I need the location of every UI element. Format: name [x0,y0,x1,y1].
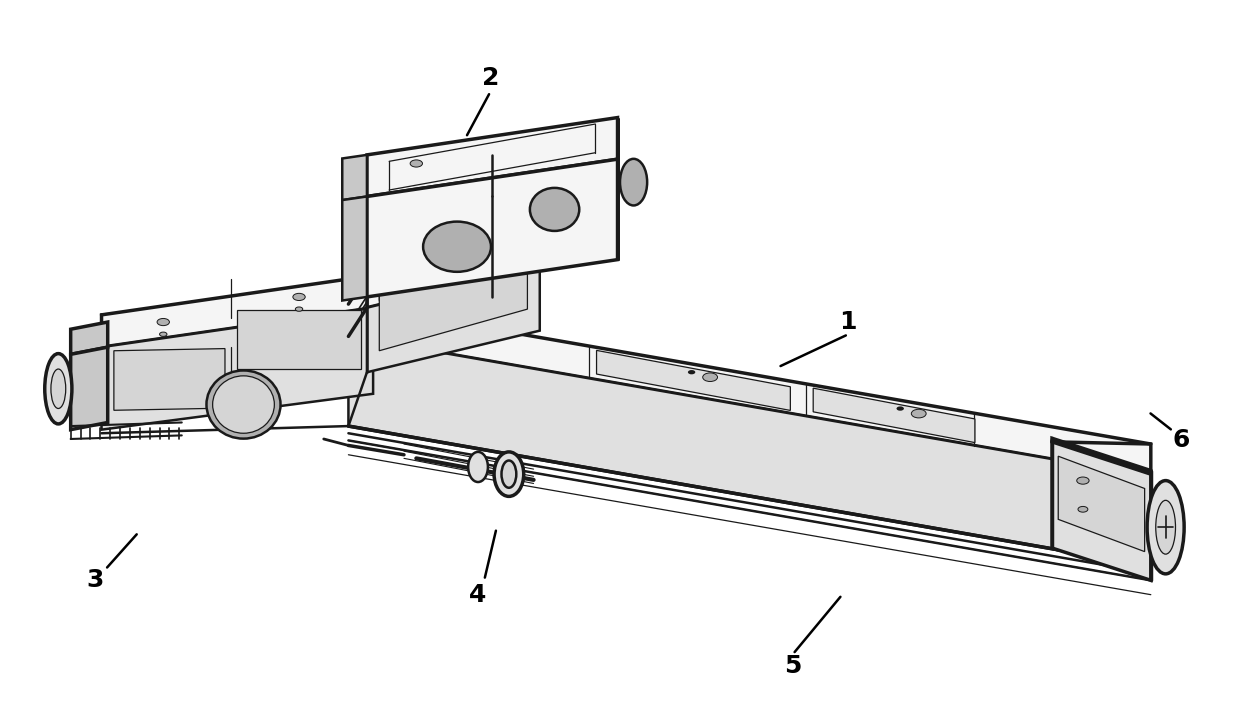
Text: 3: 3 [87,568,104,592]
Polygon shape [348,336,1151,566]
Polygon shape [102,275,373,347]
Polygon shape [367,234,539,308]
Ellipse shape [423,221,491,272]
Circle shape [157,318,170,325]
Text: 5: 5 [784,654,801,678]
Polygon shape [1052,442,1151,581]
Text: 1: 1 [839,310,857,334]
Polygon shape [342,197,367,301]
Ellipse shape [1156,500,1176,554]
Circle shape [1078,506,1087,512]
Text: 2: 2 [481,66,498,90]
Circle shape [160,332,167,336]
Circle shape [295,307,303,312]
Polygon shape [596,351,790,411]
Circle shape [410,160,423,167]
Text: 4: 4 [470,583,487,607]
Text: 6: 6 [1173,429,1190,453]
Polygon shape [102,308,373,429]
Circle shape [911,409,926,418]
Polygon shape [813,388,975,442]
Ellipse shape [1147,481,1184,574]
Ellipse shape [494,452,523,497]
Ellipse shape [501,461,516,488]
Polygon shape [379,244,527,351]
Ellipse shape [207,370,280,439]
Polygon shape [71,347,108,429]
Polygon shape [348,304,1151,476]
Polygon shape [1058,456,1145,552]
Circle shape [897,406,904,411]
Ellipse shape [212,376,274,433]
Ellipse shape [51,369,66,408]
Polygon shape [379,241,527,301]
Circle shape [703,373,718,382]
Polygon shape [367,159,618,297]
Ellipse shape [529,188,579,231]
Ellipse shape [469,452,487,482]
Polygon shape [237,310,361,369]
Polygon shape [367,118,618,197]
Polygon shape [114,348,224,410]
Polygon shape [1052,438,1151,474]
Polygon shape [367,266,539,372]
Circle shape [293,294,305,301]
Circle shape [688,370,696,375]
Polygon shape [342,155,367,200]
Polygon shape [71,322,108,354]
Ellipse shape [45,354,72,424]
Circle shape [1076,477,1089,484]
Ellipse shape [620,159,647,205]
